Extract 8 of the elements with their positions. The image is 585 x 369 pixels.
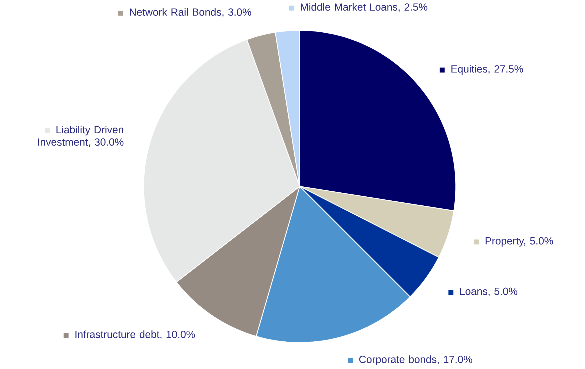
legend-label: Loans, 5.0% bbox=[460, 288, 518, 297]
legend-label: Liability Driven Investment, 30.0% bbox=[38, 126, 124, 148]
legend-label: Network Rail Bonds, 3.0% bbox=[130, 8, 252, 18]
slice-label: Middle Market Loans, 2.5% bbox=[301, 3, 428, 12]
legend-label: Property, 5.0% bbox=[486, 238, 554, 248]
legend-label: Infrastructure debt, 10.0% bbox=[76, 330, 196, 340]
legend-label: Corporate bonds, 17.0% bbox=[360, 356, 472, 366]
legend-label: Equities, 27.5% bbox=[452, 65, 524, 76]
